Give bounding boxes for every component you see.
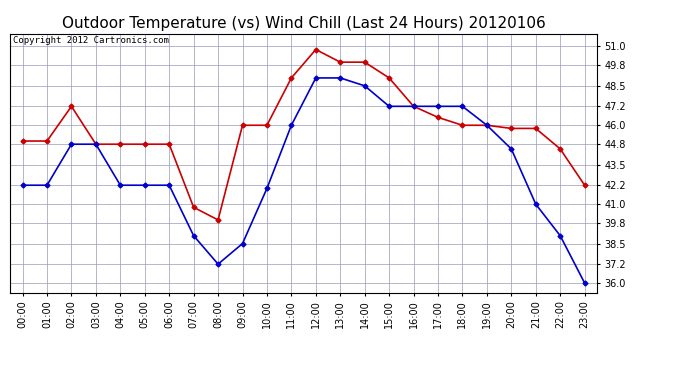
Text: Copyright 2012 Cartronics.com: Copyright 2012 Cartronics.com [13, 36, 169, 45]
Title: Outdoor Temperature (vs) Wind Chill (Last 24 Hours) 20120106: Outdoor Temperature (vs) Wind Chill (Las… [61, 16, 546, 31]
